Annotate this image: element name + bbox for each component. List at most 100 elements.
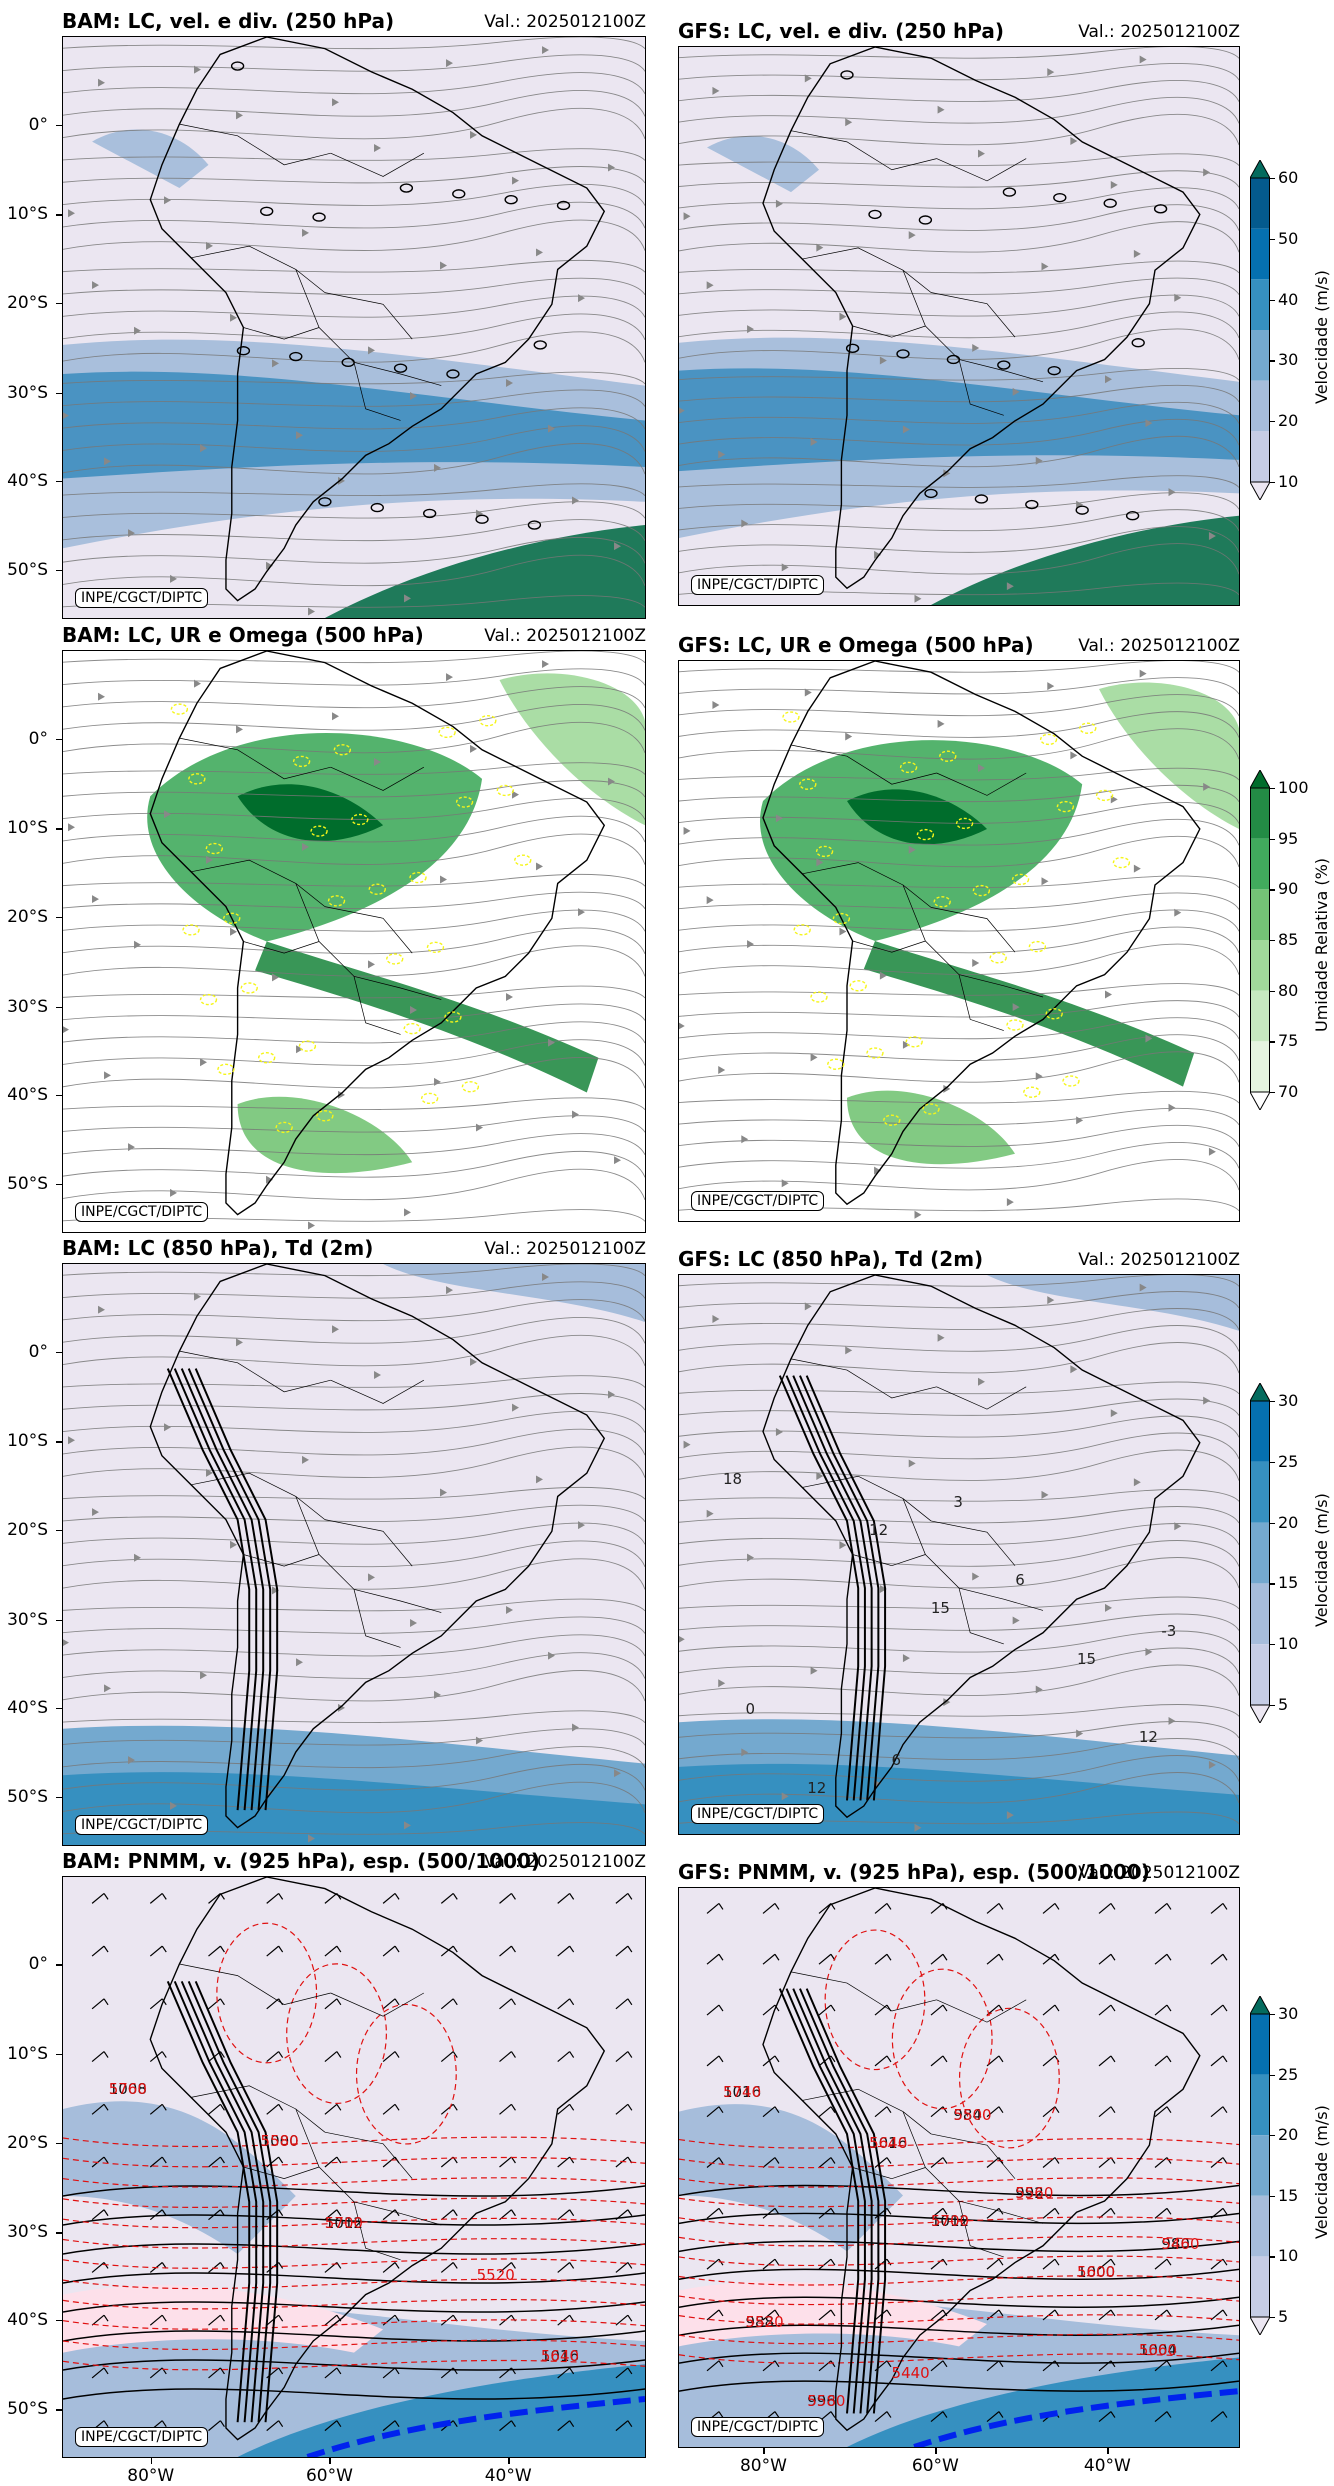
colorbar-tick-mark	[1270, 360, 1275, 362]
valid-time-p5: Val.: 2025012100Z	[484, 1239, 646, 1259]
panel-title-p6: GFS: LC (850 hPa), Td (2m)	[678, 1247, 984, 1271]
lat-tick-label: 50°S	[7, 560, 48, 581]
colorbar-cb4	[1250, 1996, 1270, 2335]
colorbar-tick-label: 20	[1278, 2125, 1299, 2145]
lat-tick-mark	[56, 392, 62, 395]
lat-tick-label: 10°S	[7, 1431, 48, 1452]
colorbar-cb1	[1250, 160, 1270, 500]
colorbar-label-cb3: Velocidade (m/s)	[1312, 1492, 1331, 1627]
valid-time-p1: Val.: 2025012100Z	[484, 12, 646, 32]
lat-tick-mark	[56, 738, 62, 740]
lon-tick-mark	[508, 2458, 510, 2464]
contour-label: 5760	[108, 2079, 147, 2098]
valid-time-p4: Val.: 2025012100Z	[1078, 636, 1240, 656]
lat-tick-mark	[56, 303, 62, 305]
lat-tick-label: 10°S	[7, 2044, 48, 2065]
colorbar-cb2	[1250, 770, 1270, 1110]
contour-label: 5500	[953, 2105, 992, 2124]
panel-title-p2: GFS: LC, vel. e div. (250 hPa)	[678, 19, 1004, 43]
contour-label: 1000	[1077, 2262, 1116, 2281]
credit-badge-p6: INPE/CGCT/DIPTC	[691, 1804, 825, 1824]
map-p6: INPE/CGCT/DIPTC	[678, 1274, 1240, 1835]
contour-label: 1016	[540, 2347, 580, 2366]
credit-badge-p5: INPE/CGCT/DIPTC	[75, 1815, 209, 1835]
lat-tick-mark	[56, 1964, 62, 1966]
lat-tick-mark	[56, 480, 62, 483]
colorbar-tick-mark	[1270, 1644, 1275, 1646]
lat-tick-mark	[56, 2054, 62, 2056]
lon-tick-mark	[1107, 2448, 1109, 2454]
lat-tick-label: 20°S	[7, 907, 48, 927]
colorbar-tick-mark	[1270, 1041, 1275, 1043]
contour-label: 1012	[930, 2212, 970, 2231]
lat-tick-mark	[56, 1184, 62, 1186]
contour-label: 5740	[722, 2083, 762, 2102]
lat-tick-label: 20°S	[7, 293, 48, 313]
valid-time-p2: Val.: 2025012100Z	[1078, 22, 1240, 42]
lat-tick-label: 20°S	[7, 1520, 48, 1540]
valid-time-p7: Val.: 2025012100Z	[484, 1852, 646, 1872]
colorbar-tick-label: 25	[1278, 1451, 1299, 1471]
colorbar-tick-mark	[1270, 1705, 1275, 1707]
colorbar-tick-mark	[1270, 2135, 1275, 2137]
map-p3: INPE/CGCT/DIPTC	[62, 650, 646, 1233]
lat-tick-label: 40°S	[7, 2310, 48, 2331]
colorbar-tick-label: 50	[1278, 228, 1299, 248]
lat-tick-mark	[56, 124, 62, 126]
contour-label: 6	[891, 1750, 902, 1769]
lat-tick-label: 50°S	[7, 2399, 48, 2420]
contour-label: 5440	[891, 2363, 930, 2382]
colorbar-label-cb1: Velocidade (m/s)	[1312, 269, 1331, 404]
lat-tick-label: 0°	[28, 114, 48, 135]
lat-tick-mark	[56, 1619, 62, 1622]
lat-tick-label: 30°S	[7, 996, 48, 1017]
panel-title-p4: GFS: LC, UR e Omega (500 hPa)	[678, 633, 1034, 657]
map-p2: INPE/CGCT/DIPTC	[678, 46, 1240, 606]
contour-label: 12	[869, 1520, 889, 1539]
lat-tick-label: 40°S	[7, 1697, 48, 1718]
colorbar-tick-label: 10	[1278, 1634, 1299, 1654]
contour-label: 6	[1015, 1571, 1025, 1590]
colorbar-tick-label: 90	[1278, 879, 1299, 899]
lon-tick-label: 40°W	[484, 2466, 532, 2486]
lon-tick-label: 80°W	[739, 2456, 787, 2476]
lat-tick-label: 0°	[28, 728, 48, 749]
contour-label: 0	[745, 1700, 755, 1719]
colorbar-tick-mark	[1270, 299, 1275, 301]
contour-label: -3	[1161, 1621, 1177, 1640]
lon-tick-label: 60°W	[305, 2466, 353, 2486]
colorbar-tick-label: 70	[1278, 1082, 1299, 1101]
contour-label: 1008	[108, 2079, 147, 2098]
contour-label: 1016	[869, 2133, 908, 2152]
credit-badge-p4: INPE/CGCT/DIPTC	[691, 1191, 825, 1211]
colorbar-tick-mark	[1270, 1522, 1275, 1524]
valid-time-p8: Val.: 2025012100Z	[1078, 1863, 1240, 1883]
contour-label: 3	[953, 1492, 963, 1511]
credit-badge-p8: INPE/CGCT/DIPTC	[691, 2417, 825, 2437]
lat-tick-mark	[56, 570, 62, 572]
panel-title-p1: BAM: LC, vel. e div. (250 hPa)	[62, 9, 395, 33]
colorbar-tick-label: 15	[1278, 1573, 1299, 1593]
panel-title-p8: GFS: PNMM, v. (925 hPa), esp. (500/1000)	[678, 1860, 1150, 1884]
lat-tick-label: 40°S	[7, 470, 48, 491]
lat-tick-label: 50°S	[7, 1174, 48, 1195]
lon-tick-label: 40°W	[1083, 2456, 1131, 2476]
lat-tick-label: 30°S	[7, 382, 48, 403]
colorbar-tick-label: 30	[1278, 350, 1299, 370]
lat-tick-label: 50°S	[7, 1787, 48, 1808]
colorbar-tick-mark	[1270, 990, 1275, 992]
contour-label: 12	[1138, 1728, 1158, 1747]
lat-tick-mark	[56, 828, 62, 830]
lon-tick-mark	[763, 2448, 765, 2454]
contour-label: 18	[722, 1470, 743, 1489]
colorbar-tick-label: 10	[1278, 472, 1299, 491]
colorbar-tick-label: 20	[1278, 1512, 1299, 1532]
lat-tick-label: 0°	[28, 1341, 48, 1362]
contour-label: 5640	[869, 2133, 908, 2152]
colorbar-tick-label: 30	[1278, 2004, 1299, 2023]
contour-label: 15	[930, 1599, 950, 1618]
lat-tick-mark	[56, 1797, 62, 1799]
map-p4: INPE/CGCT/DIPTC	[678, 660, 1240, 1222]
colorbar-tick-label: 100	[1278, 778, 1309, 797]
colorbar-tick-label: 95	[1278, 828, 1299, 848]
